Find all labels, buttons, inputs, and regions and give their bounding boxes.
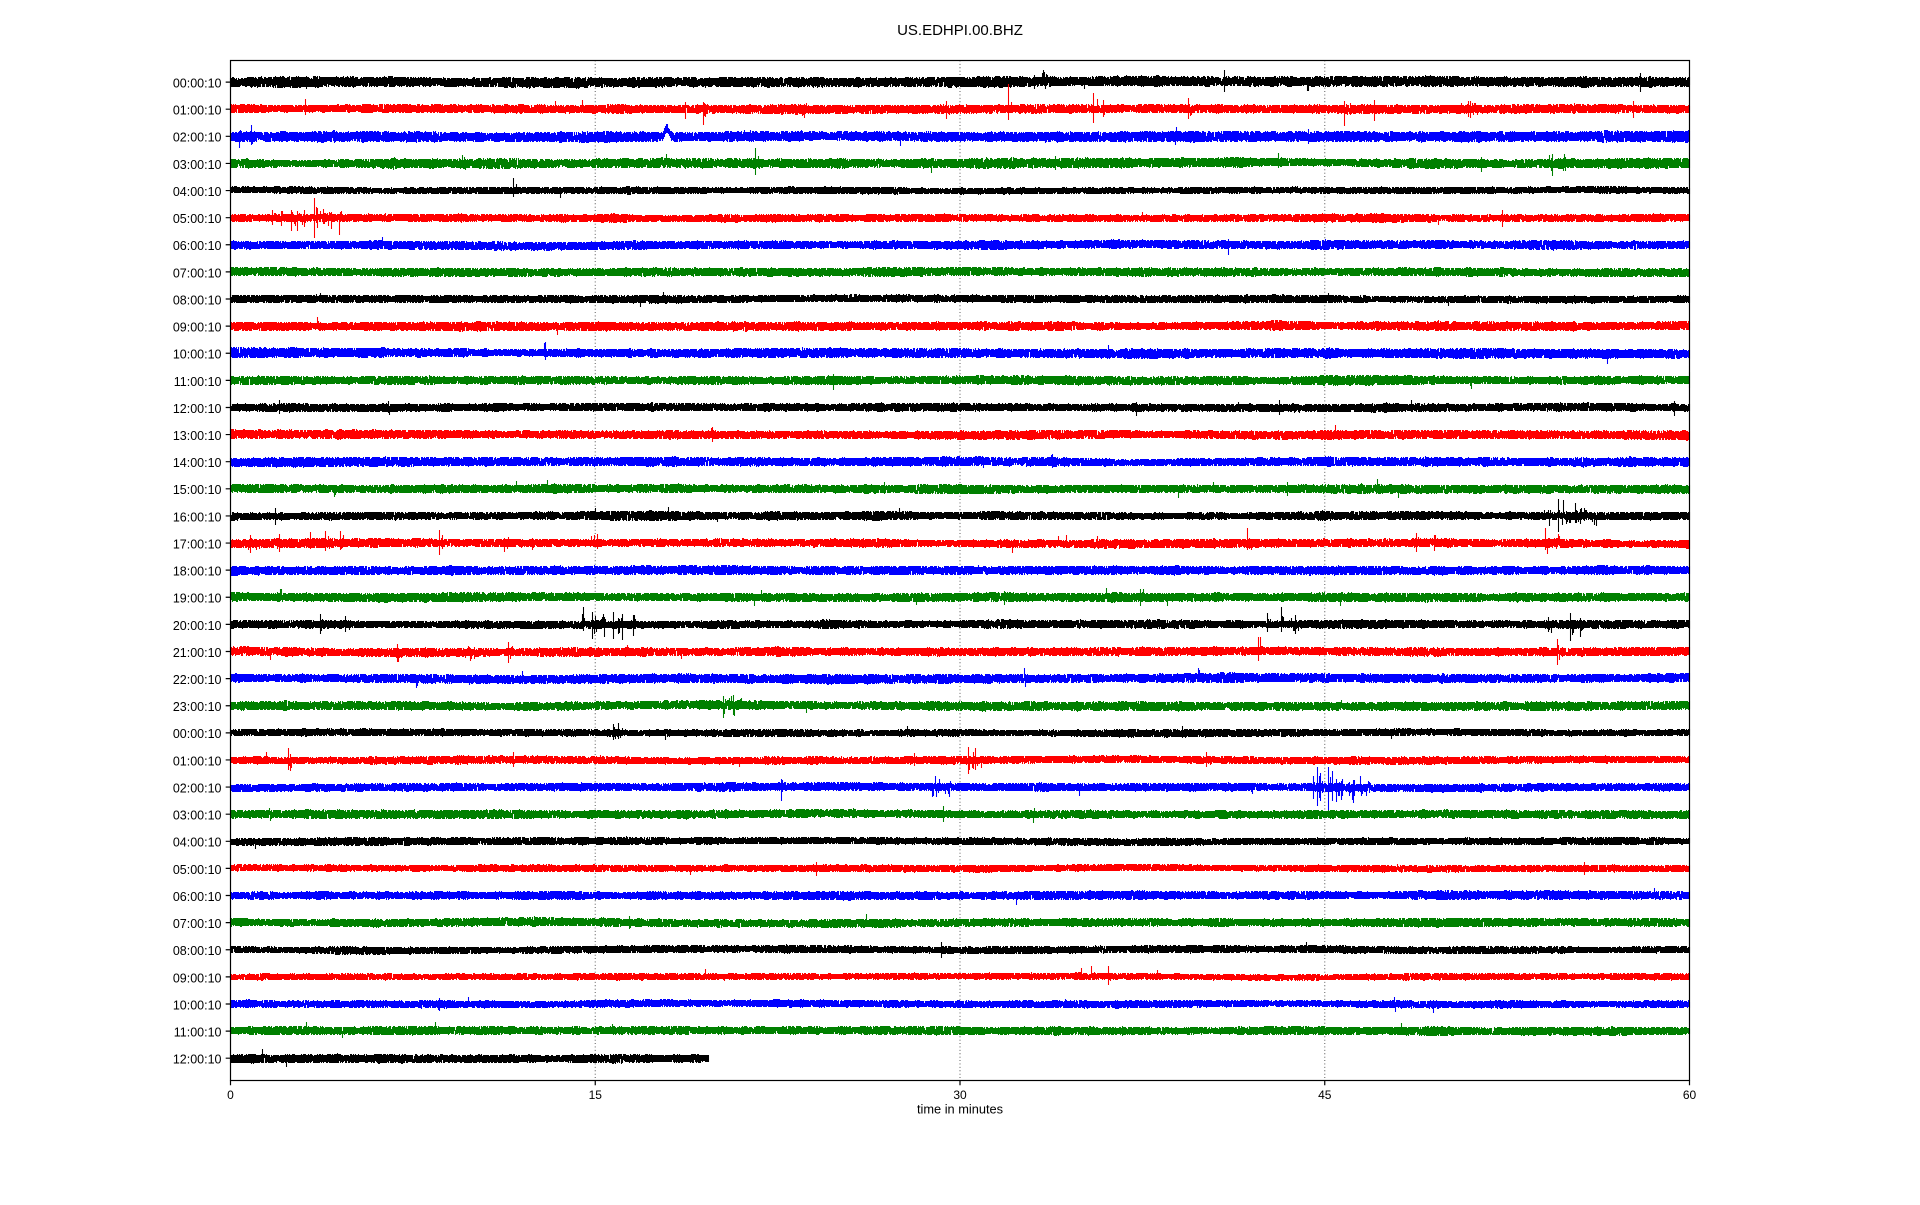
svg-text:01:00:10: 01:00:10	[173, 754, 222, 768]
svg-text:18:00:10: 18:00:10	[173, 565, 222, 579]
svg-text:0: 0	[227, 1088, 234, 1102]
svg-text:10:00:10: 10:00:10	[173, 998, 222, 1012]
svg-text:19:00:10: 19:00:10	[173, 592, 222, 606]
svg-text:15:00:10: 15:00:10	[173, 483, 222, 497]
svg-text:06:00:10: 06:00:10	[173, 239, 222, 253]
svg-text:04:00:10: 04:00:10	[173, 836, 222, 850]
svg-text:13:00:10: 13:00:10	[173, 429, 222, 443]
svg-text:US.EDHPI.00.BHZ: US.EDHPI.00.BHZ	[897, 22, 1023, 39]
svg-text:00:00:10: 00:00:10	[173, 77, 222, 91]
svg-text:04:00:10: 04:00:10	[173, 185, 222, 199]
svg-text:09:00:10: 09:00:10	[173, 321, 222, 335]
svg-text:17:00:10: 17:00:10	[173, 537, 222, 551]
svg-text:12:00:10: 12:00:10	[173, 402, 222, 416]
svg-text:05:00:10: 05:00:10	[173, 863, 222, 877]
svg-text:08:00:10: 08:00:10	[173, 944, 222, 958]
svg-text:03:00:10: 03:00:10	[173, 809, 222, 823]
svg-text:00:00:10: 00:00:10	[173, 727, 222, 741]
svg-text:45: 45	[1318, 1088, 1332, 1102]
svg-text:07:00:10: 07:00:10	[173, 917, 222, 931]
svg-text:07:00:10: 07:00:10	[173, 266, 222, 280]
svg-text:02:00:10: 02:00:10	[173, 131, 222, 145]
svg-text:60: 60	[1683, 1088, 1697, 1102]
svg-text:16:00:10: 16:00:10	[173, 510, 222, 524]
svg-text:11:00:10: 11:00:10	[174, 375, 222, 389]
svg-text:01:00:10: 01:00:10	[173, 104, 222, 118]
svg-text:06:00:10: 06:00:10	[173, 890, 222, 904]
svg-text:02:00:10: 02:00:10	[173, 781, 222, 795]
svg-text:15: 15	[589, 1088, 603, 1102]
svg-text:22:00:10: 22:00:10	[173, 673, 222, 687]
svg-text:08:00:10: 08:00:10	[173, 293, 222, 307]
svg-text:10:00:10: 10:00:10	[173, 348, 222, 362]
svg-text:11:00:10: 11:00:10	[174, 1025, 222, 1039]
svg-text:14:00:10: 14:00:10	[173, 456, 222, 470]
svg-text:21:00:10: 21:00:10	[173, 646, 222, 660]
svg-text:time in minutes: time in minutes	[917, 1102, 1003, 1117]
svg-text:30: 30	[953, 1088, 967, 1102]
svg-text:23:00:10: 23:00:10	[173, 700, 222, 714]
svg-text:03:00:10: 03:00:10	[173, 158, 222, 172]
svg-text:05:00:10: 05:00:10	[173, 212, 222, 226]
svg-text:20:00:10: 20:00:10	[173, 619, 222, 633]
svg-text:09:00:10: 09:00:10	[173, 971, 222, 985]
svg-text:12:00:10: 12:00:10	[173, 1053, 222, 1067]
